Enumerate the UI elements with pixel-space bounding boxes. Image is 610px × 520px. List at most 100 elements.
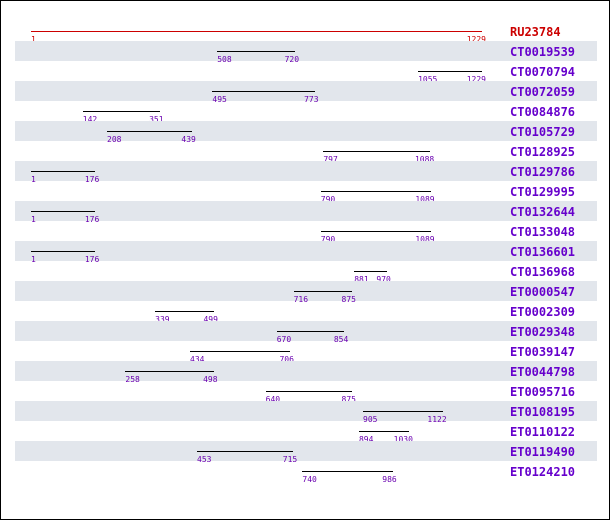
end-position-label: 1229 [466,75,486,84]
reference-id-link[interactable]: RU23784 [510,25,561,39]
sequence-id-link[interactable]: ET0095716 [510,385,576,399]
end-position-label: 1089 [415,235,435,244]
alignment-row: 881 970 CT0136968 [15,261,597,284]
sequence-id-link[interactable]: ET0119490 [510,445,576,459]
alignment-row: 434 706 ET0039147 [15,341,597,364]
sequence-id-link[interactable]: ET0124210 [510,465,576,479]
alignment-span-line [125,371,214,372]
sequence-id-link[interactable]: CT0084876 [510,105,576,119]
end-position-label: 720 [284,55,300,64]
alignment-row: 797 1088 CT0128925 [15,141,597,164]
sequence-id-link[interactable]: ET0108195 [510,405,576,419]
sequence-id-link[interactable]: CT0136968 [510,265,576,279]
sequence-id-link[interactable]: ET0000547 [510,285,576,299]
alignment-row: 142 351 CT0084876 [15,101,597,124]
start-position-label: 208 [107,135,122,144]
start-position-label: 881 [354,275,369,284]
end-position-label: 715 [282,455,298,464]
alignment-span-line [276,331,345,332]
start-position-label: 740 [302,475,317,484]
alignment-span-line [31,211,96,212]
alignment-span-line [354,271,387,272]
end-position-label: 351 [149,115,164,124]
start-position-label: 1 [31,175,36,184]
start-position-label: 640 [265,395,281,404]
end-position-label: 854 [333,335,349,344]
end-position-label: 499 [203,315,218,324]
start-position-label: 790 [320,195,336,204]
end-position-label: 176 [84,255,100,264]
alignment-span-line [418,71,482,72]
end-position-label: 1088 [414,155,435,164]
end-position-label: 875 [341,295,356,304]
sequence-id-link[interactable]: ET0039147 [510,345,576,359]
alignment-row: 670 854 ET0029348 [15,321,597,344]
sequence-id-link[interactable]: CT0019539 [510,45,576,59]
alignment-row: 1 176 CT0129786 [15,161,597,184]
alignment-span-line [320,231,431,232]
start-position-label: 339 [155,315,170,324]
end-position-label: 439 [181,135,196,144]
sequence-id-link[interactable]: CT0129786 [510,165,576,179]
reference-span-line [31,31,482,32]
alignment-span-line [363,411,443,412]
end-position-label: 706 [279,355,294,364]
start-position-label: 1055 [418,75,438,84]
alignment-span-line [217,51,296,52]
start-position-label: 142 [82,115,98,124]
sequence-id-link[interactable]: ET0029348 [510,325,576,339]
alignment-row: 339 499 ET0002309 [15,301,597,324]
end-position-label: 176 [84,215,100,224]
alignment-row: 1 176 CT0136601 [15,241,597,264]
sequence-id-link[interactable]: ET0044798 [510,365,576,379]
alignment-row: 640 875 ET0095716 [15,381,597,404]
start-position-label: 1 [31,255,36,264]
start-position-label: 790 [320,235,336,244]
alignment-row: 258 498 ET0044798 [15,361,597,384]
start-position-label: 797 [323,155,338,164]
alignment-span-line [31,171,96,172]
sequence-id-link[interactable]: ET0110122 [510,425,576,439]
start-position-label: 670 [276,335,292,344]
alignment-row: 894 1030 ET0110122 [15,421,597,444]
alignment-row: 905 1122 ET0108195 [15,401,597,424]
start-position-label: 434 [190,355,205,364]
start-position-label: 258 [125,375,140,384]
start-position-label: 495 [212,95,227,104]
alignment-span-line [107,131,192,132]
alignment-row: 790 1089 CT0129995 [15,181,597,204]
sequence-id-link[interactable]: CT0136601 [510,245,576,259]
end-position-label: 498 [203,375,218,384]
sequence-id-link[interactable]: CT0072059 [510,85,576,99]
alignment-span-line [265,391,352,392]
alignment-span-line [82,111,160,112]
alignment-row: 508 720 CT0019539 [15,41,597,64]
sequence-id-link[interactable]: CT0129995 [510,185,576,199]
sequence-id-link[interactable]: CT0105729 [510,125,576,139]
start-position-label: 905 [363,415,378,424]
alignment-span-line [155,311,214,312]
sequence-id-link[interactable]: CT0132644 [510,205,576,219]
alignment-span-line [293,291,352,292]
alignment-row: 208 439 CT0105729 [15,121,597,144]
sequence-id-link[interactable]: ET0002309 [510,305,576,319]
sequence-id-link[interactable]: CT0128925 [510,145,576,159]
alignment-row: 740 986 ET0124210 [15,461,597,484]
end-position-label: 773 [304,95,319,104]
end-position-label: 1030 [393,435,413,444]
alignment-span-line [190,351,290,352]
end-position-label: 1089 [415,195,435,204]
alignment-span-line [358,431,409,432]
end-position-label: 176 [84,175,100,184]
alignment-span-line [323,151,431,152]
alignment-span-line [320,191,431,192]
alignment-row: 790 1089 CT0133048 [15,221,597,244]
start-position-label: 453 [197,455,212,464]
start-position-label: 894 [358,435,374,444]
sequence-id-link[interactable]: CT0070794 [510,65,576,79]
sequence-id-link[interactable]: CT0133048 [510,225,576,239]
alignment-row: 1 176 CT0132644 [15,201,597,224]
start-position-label: 508 [217,55,232,64]
alignment-span-line [302,471,393,472]
end-position-label: 875 [341,395,356,404]
